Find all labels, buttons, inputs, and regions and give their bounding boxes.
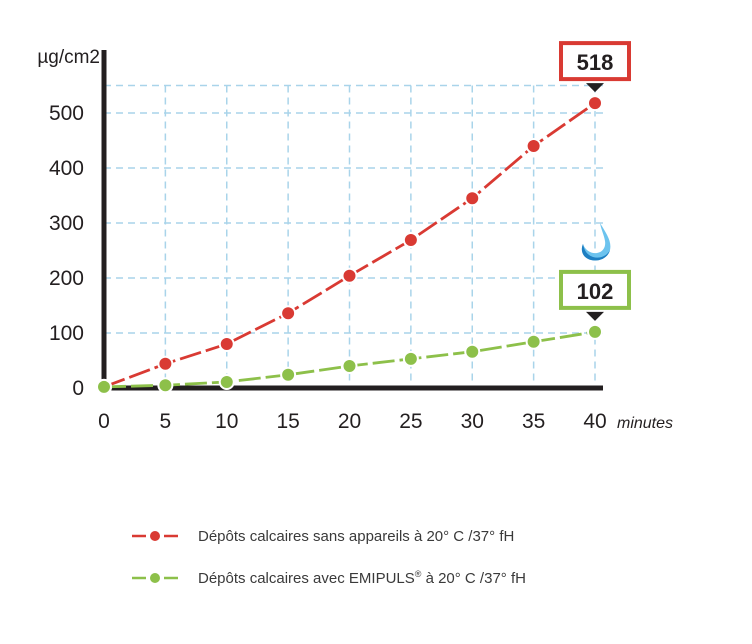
- data-point: [525, 138, 542, 154]
- data-point: [402, 232, 419, 249]
- data-point: [341, 358, 358, 374]
- data-point: [341, 267, 358, 284]
- data-point: [587, 95, 603, 112]
- x-tick-label: 10: [215, 410, 238, 433]
- x-tick-label: 40: [583, 410, 606, 433]
- y-axis-tick-labels: 0 100 200 300 400 500: [49, 102, 84, 400]
- data-point: [464, 343, 481, 360]
- legend-item-without-device: Dépôts calcaires sans appareils à 20° C …: [130, 524, 514, 548]
- y-axis-label: µg/cm2: [37, 47, 100, 68]
- svg-text:102: 102: [577, 279, 614, 304]
- y-tick-label: 500: [49, 102, 84, 125]
- x-tick-label: 35: [522, 410, 545, 433]
- data-series: [96, 95, 603, 395]
- x-tick-label: 30: [461, 410, 484, 433]
- y-tick-label: 100: [49, 322, 84, 345]
- line-chart: 0 100 200 300 400 500 0 5 10 15 20 25 30 35 40 µg/cm2…: [37, 41, 673, 433]
- x-tick-label: 25: [399, 410, 422, 433]
- data-point: [157, 355, 174, 372]
- x-tick-label: 20: [338, 410, 361, 433]
- legend-label: Dépôts calcaires sans appareils à 20° C …: [198, 527, 515, 545]
- y-tick-label: 0: [72, 377, 84, 400]
- water-drop-icon: [581, 223, 611, 261]
- data-point: [280, 366, 297, 383]
- red-series-swatch: [132, 531, 178, 541]
- x-tick-label: 15: [276, 410, 299, 433]
- data-point: [96, 378, 112, 395]
- callout-518: 518: [559, 41, 631, 93]
- x-axis-tick-labels: 0 5 10 15 20 25 30 35 40: [98, 410, 607, 433]
- series-with-emipuls: [96, 323, 603, 395]
- x-axis-label: minutes: [617, 415, 673, 432]
- data-point: [587, 323, 603, 340]
- value-callouts: 518 102: [559, 41, 631, 321]
- y-tick-label: 400: [49, 157, 84, 180]
- y-tick-label: 200: [49, 267, 84, 290]
- axes: [101, 50, 603, 391]
- legend-item-with-emipuls: Dépôts calcaires avec EMIPULS® à 20° C /…: [130, 566, 526, 590]
- data-point: [218, 373, 235, 390]
- data-point: [218, 336, 235, 352]
- svg-text:518: 518: [577, 50, 614, 75]
- data-point: [525, 333, 542, 350]
- green-series-swatch: [132, 573, 178, 583]
- x-tick-label: 0: [98, 410, 110, 433]
- data-point: [157, 377, 174, 394]
- legend-label: Dépôts calcaires avec EMIPULS® à 20° C /…: [198, 569, 526, 587]
- data-point: [402, 350, 419, 367]
- x-tick-label: 5: [160, 410, 172, 433]
- y-tick-label: 300: [49, 212, 84, 235]
- callout-102: 102: [559, 269, 631, 321]
- data-point: [280, 305, 297, 322]
- data-point: [464, 190, 481, 207]
